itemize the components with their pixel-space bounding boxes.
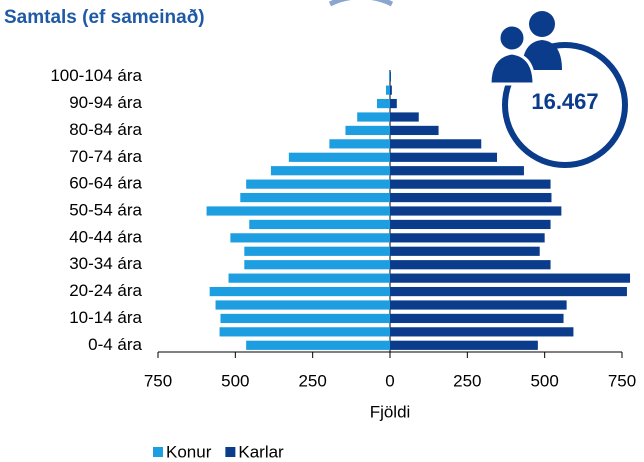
bar: [219, 327, 390, 337]
y-tick-label: 10-14 ára: [69, 308, 142, 327]
x-tick-label: 500: [221, 371, 249, 390]
y-tick-label: 40-44 ára: [69, 227, 142, 246]
x-axis-label: Fjöldi: [370, 402, 411, 421]
y-tick-label: 50-54 ára: [69, 200, 142, 219]
bar: [390, 233, 545, 243]
bar: [390, 139, 482, 149]
y-tick-label: 100-104 ára: [50, 66, 142, 85]
bar: [288, 152, 390, 162]
bar: [246, 340, 390, 350]
total-value: 16.467: [531, 89, 598, 114]
bar: [390, 112, 419, 122]
legend-label: Karlar: [238, 442, 284, 461]
x-tick-label: 750: [144, 371, 172, 390]
bar: [390, 166, 524, 176]
bar: [390, 219, 551, 230]
bar: [390, 152, 498, 162]
bar: [390, 206, 562, 216]
bar: [390, 98, 397, 109]
bar: [377, 98, 390, 109]
y-tick-label: 30-34 ára: [69, 254, 142, 273]
bar: [270, 166, 390, 176]
y-tick-label: 20-24 ára: [69, 281, 142, 300]
total-circle: [502, 42, 628, 168]
x-tick-label: 500: [530, 371, 558, 390]
bar: [385, 85, 390, 95]
bar: [390, 260, 551, 270]
y-tick-label: 70-74 ára: [69, 147, 142, 166]
decoration-arc: [328, 0, 394, 7]
people-icon: [488, 11, 562, 86]
legend-swatch: [153, 447, 163, 457]
bar: [220, 313, 390, 324]
bar: [228, 273, 390, 283]
bar: [390, 179, 551, 189]
legend-label: Konur: [166, 442, 212, 461]
bar: [244, 246, 390, 256]
bar: [390, 313, 564, 324]
y-tick-label: 90-94 ára: [69, 93, 142, 112]
bar: [390, 327, 574, 337]
bar: [390, 300, 567, 310]
bar: [357, 112, 390, 122]
bar: [390, 72, 391, 82]
bar: [246, 179, 390, 189]
bar: [215, 300, 390, 310]
x-tick-label: 250: [298, 371, 326, 390]
y-tick-label: 60-64 ára: [69, 174, 142, 193]
y-tick-label: 0-4 ára: [88, 335, 142, 354]
bar: [390, 286, 627, 297]
bar: [329, 139, 390, 149]
bar: [390, 125, 439, 136]
bar: [345, 125, 390, 136]
bar: [389, 72, 390, 82]
y-tick-label: 80-84 ára: [69, 120, 142, 139]
legend-swatch: [225, 447, 236, 457]
bar: [240, 192, 390, 203]
x-tick-label: 250: [453, 371, 481, 390]
x-tick-label: 750: [608, 371, 636, 390]
bar: [209, 286, 390, 297]
bar: [390, 246, 540, 256]
bar: [230, 233, 390, 243]
bar: [390, 340, 538, 350]
bar: [244, 260, 390, 270]
bar: [390, 85, 392, 95]
chart-title: Samtals (ef sameinað): [4, 7, 205, 28]
bar: [206, 206, 390, 216]
bar: [390, 273, 631, 283]
bar: [249, 219, 390, 230]
bar: [390, 192, 552, 203]
x-tick-label: 0: [385, 371, 394, 390]
